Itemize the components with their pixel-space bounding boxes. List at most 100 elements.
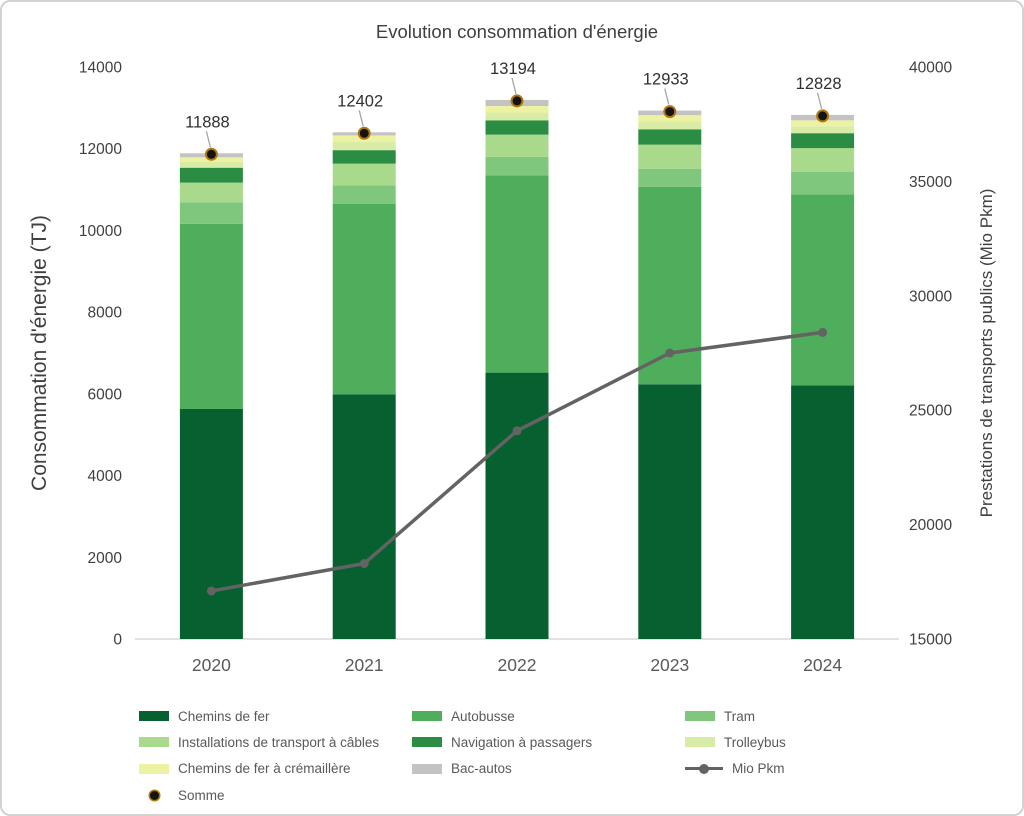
sum-leader-line (664, 88, 670, 105)
sum-leader-line (358, 110, 364, 127)
bar-segment (179, 202, 243, 224)
bar-segment (791, 172, 855, 195)
mio-pkm-point (206, 586, 216, 596)
mio-pkm-point (818, 327, 828, 337)
legend-label: Tram (724, 708, 755, 724)
legend-item: Chemins de fer (139, 709, 412, 724)
x-axis-category-label: 2023 (650, 655, 689, 675)
bar-segment (179, 408, 243, 639)
legend-swatch (139, 763, 169, 774)
bar-segment (638, 144, 702, 169)
bar-segment (332, 203, 396, 395)
left-axis-tick-label: 0 (113, 632, 122, 649)
bar-segment (485, 112, 549, 121)
bar-segment (332, 141, 396, 151)
left-axis-title: Consommation d'énergie (TJ) (28, 215, 51, 491)
left-axis-tick-label: 10000 (79, 223, 122, 240)
sum-value-label: 13194 (490, 60, 536, 78)
legend-swatch (412, 763, 442, 774)
legend-label: Installations de transport à câbles (178, 734, 380, 750)
legend-item: Tram (685, 709, 958, 724)
bar-segment (791, 126, 855, 134)
legend-line-marker (685, 763, 723, 774)
x-axis-category-label: 2022 (498, 655, 537, 675)
x-axis-category-label: 2024 (803, 655, 842, 675)
bar-segment (179, 182, 243, 203)
bar-segment (485, 372, 549, 639)
legend-item: Chemins de fer à crémaillère (139, 761, 412, 776)
bar-segment (638, 384, 702, 639)
sum-value-label: 12828 (796, 75, 842, 93)
bar-segment (485, 175, 549, 373)
mio-pkm-point (359, 558, 369, 568)
energy-consumption-chart: Evolution consommation d'énergie 0 2000 400… (28, 21, 996, 675)
left-axis-tick-label: 4000 (88, 468, 123, 485)
legend-item: Navigation à passagers (412, 735, 685, 750)
bar-segment (791, 120, 855, 127)
legend-item: Mio Pkm (685, 761, 958, 776)
legend-label: Bac-autos (451, 761, 512, 777)
legend-label: Mio Pkm (732, 761, 785, 777)
legend-label: Somme (178, 787, 225, 803)
legend-label: Chemins de fer à crémaillère (178, 761, 351, 777)
somme-marker (204, 147, 218, 161)
legend-swatch (412, 711, 442, 722)
somme-marker (663, 105, 677, 119)
somme-dot-icon (149, 790, 159, 800)
chart-title: Evolution consommation d'énergie (376, 21, 658, 42)
bar-segment (485, 156, 549, 176)
chart-legend: Chemins de fer Autobusse Tram Installations… (139, 703, 989, 808)
sum-value-label: 12402 (337, 92, 383, 110)
legend-item: Installations de transport à câbles (139, 735, 412, 750)
legend-line-dot (699, 763, 709, 774)
mio-pkm-point (665, 348, 675, 358)
sum-value-label: 12933 (643, 71, 689, 89)
bar-segment (485, 134, 549, 157)
legend-item: Trolleybus (685, 735, 958, 750)
x-axis-category-label: 2020 (192, 655, 231, 675)
legend-swatch (139, 737, 169, 748)
bar-segment (638, 129, 702, 145)
bar-segment (791, 385, 855, 639)
legend-swatch (139, 711, 169, 722)
bar-segment (332, 394, 396, 639)
left-axis-tick-label: 6000 (88, 386, 123, 403)
bar-segment (332, 163, 396, 186)
legend-label: Trolleybus (724, 734, 786, 750)
legend-item: Autobusse (412, 709, 685, 724)
left-axis-tick-label: 8000 (88, 305, 123, 322)
sum-leader-line (816, 92, 823, 110)
bar-segment (791, 194, 855, 386)
legend-label: Chemins de fer (178, 708, 270, 724)
x-axis-category-label: 2021 (345, 655, 384, 675)
legend-swatch (412, 737, 442, 748)
mio-pkm-point (512, 426, 522, 436)
right-axis-tick-label: 25000 (909, 403, 952, 420)
legend-item: Bac-autos (412, 761, 685, 776)
legend-label: Autobusse (451, 708, 515, 724)
bar-segment (485, 120, 549, 135)
bar-segment (485, 106, 549, 113)
right-axis-title: Prestations de transports publics (Mio P… (977, 189, 996, 518)
somme-marker (357, 126, 371, 140)
bar-segment (791, 133, 855, 149)
bar-segment (179, 161, 243, 168)
bar-segment (179, 223, 243, 409)
right-axis-tick-label: 30000 (909, 288, 952, 305)
right-axis-tick-label: 20000 (909, 517, 952, 534)
legend-swatch (685, 711, 715, 722)
left-axis-tick-label: 2000 (88, 550, 123, 567)
left-axis-tick-label: 14000 (79, 60, 122, 77)
bar-segment (791, 148, 855, 173)
bar-segment (179, 167, 243, 183)
legend-dot-marker (139, 790, 169, 800)
sum-leader-line (511, 77, 517, 95)
left-axis-tick-label: 12000 (79, 141, 122, 158)
bar-segment (638, 121, 702, 130)
somme-marker (816, 109, 830, 123)
right-axis-tick-label: 35000 (909, 174, 952, 191)
legend-swatch (685, 737, 715, 748)
bar-segment (638, 115, 702, 122)
legend-item: Somme (139, 788, 412, 803)
